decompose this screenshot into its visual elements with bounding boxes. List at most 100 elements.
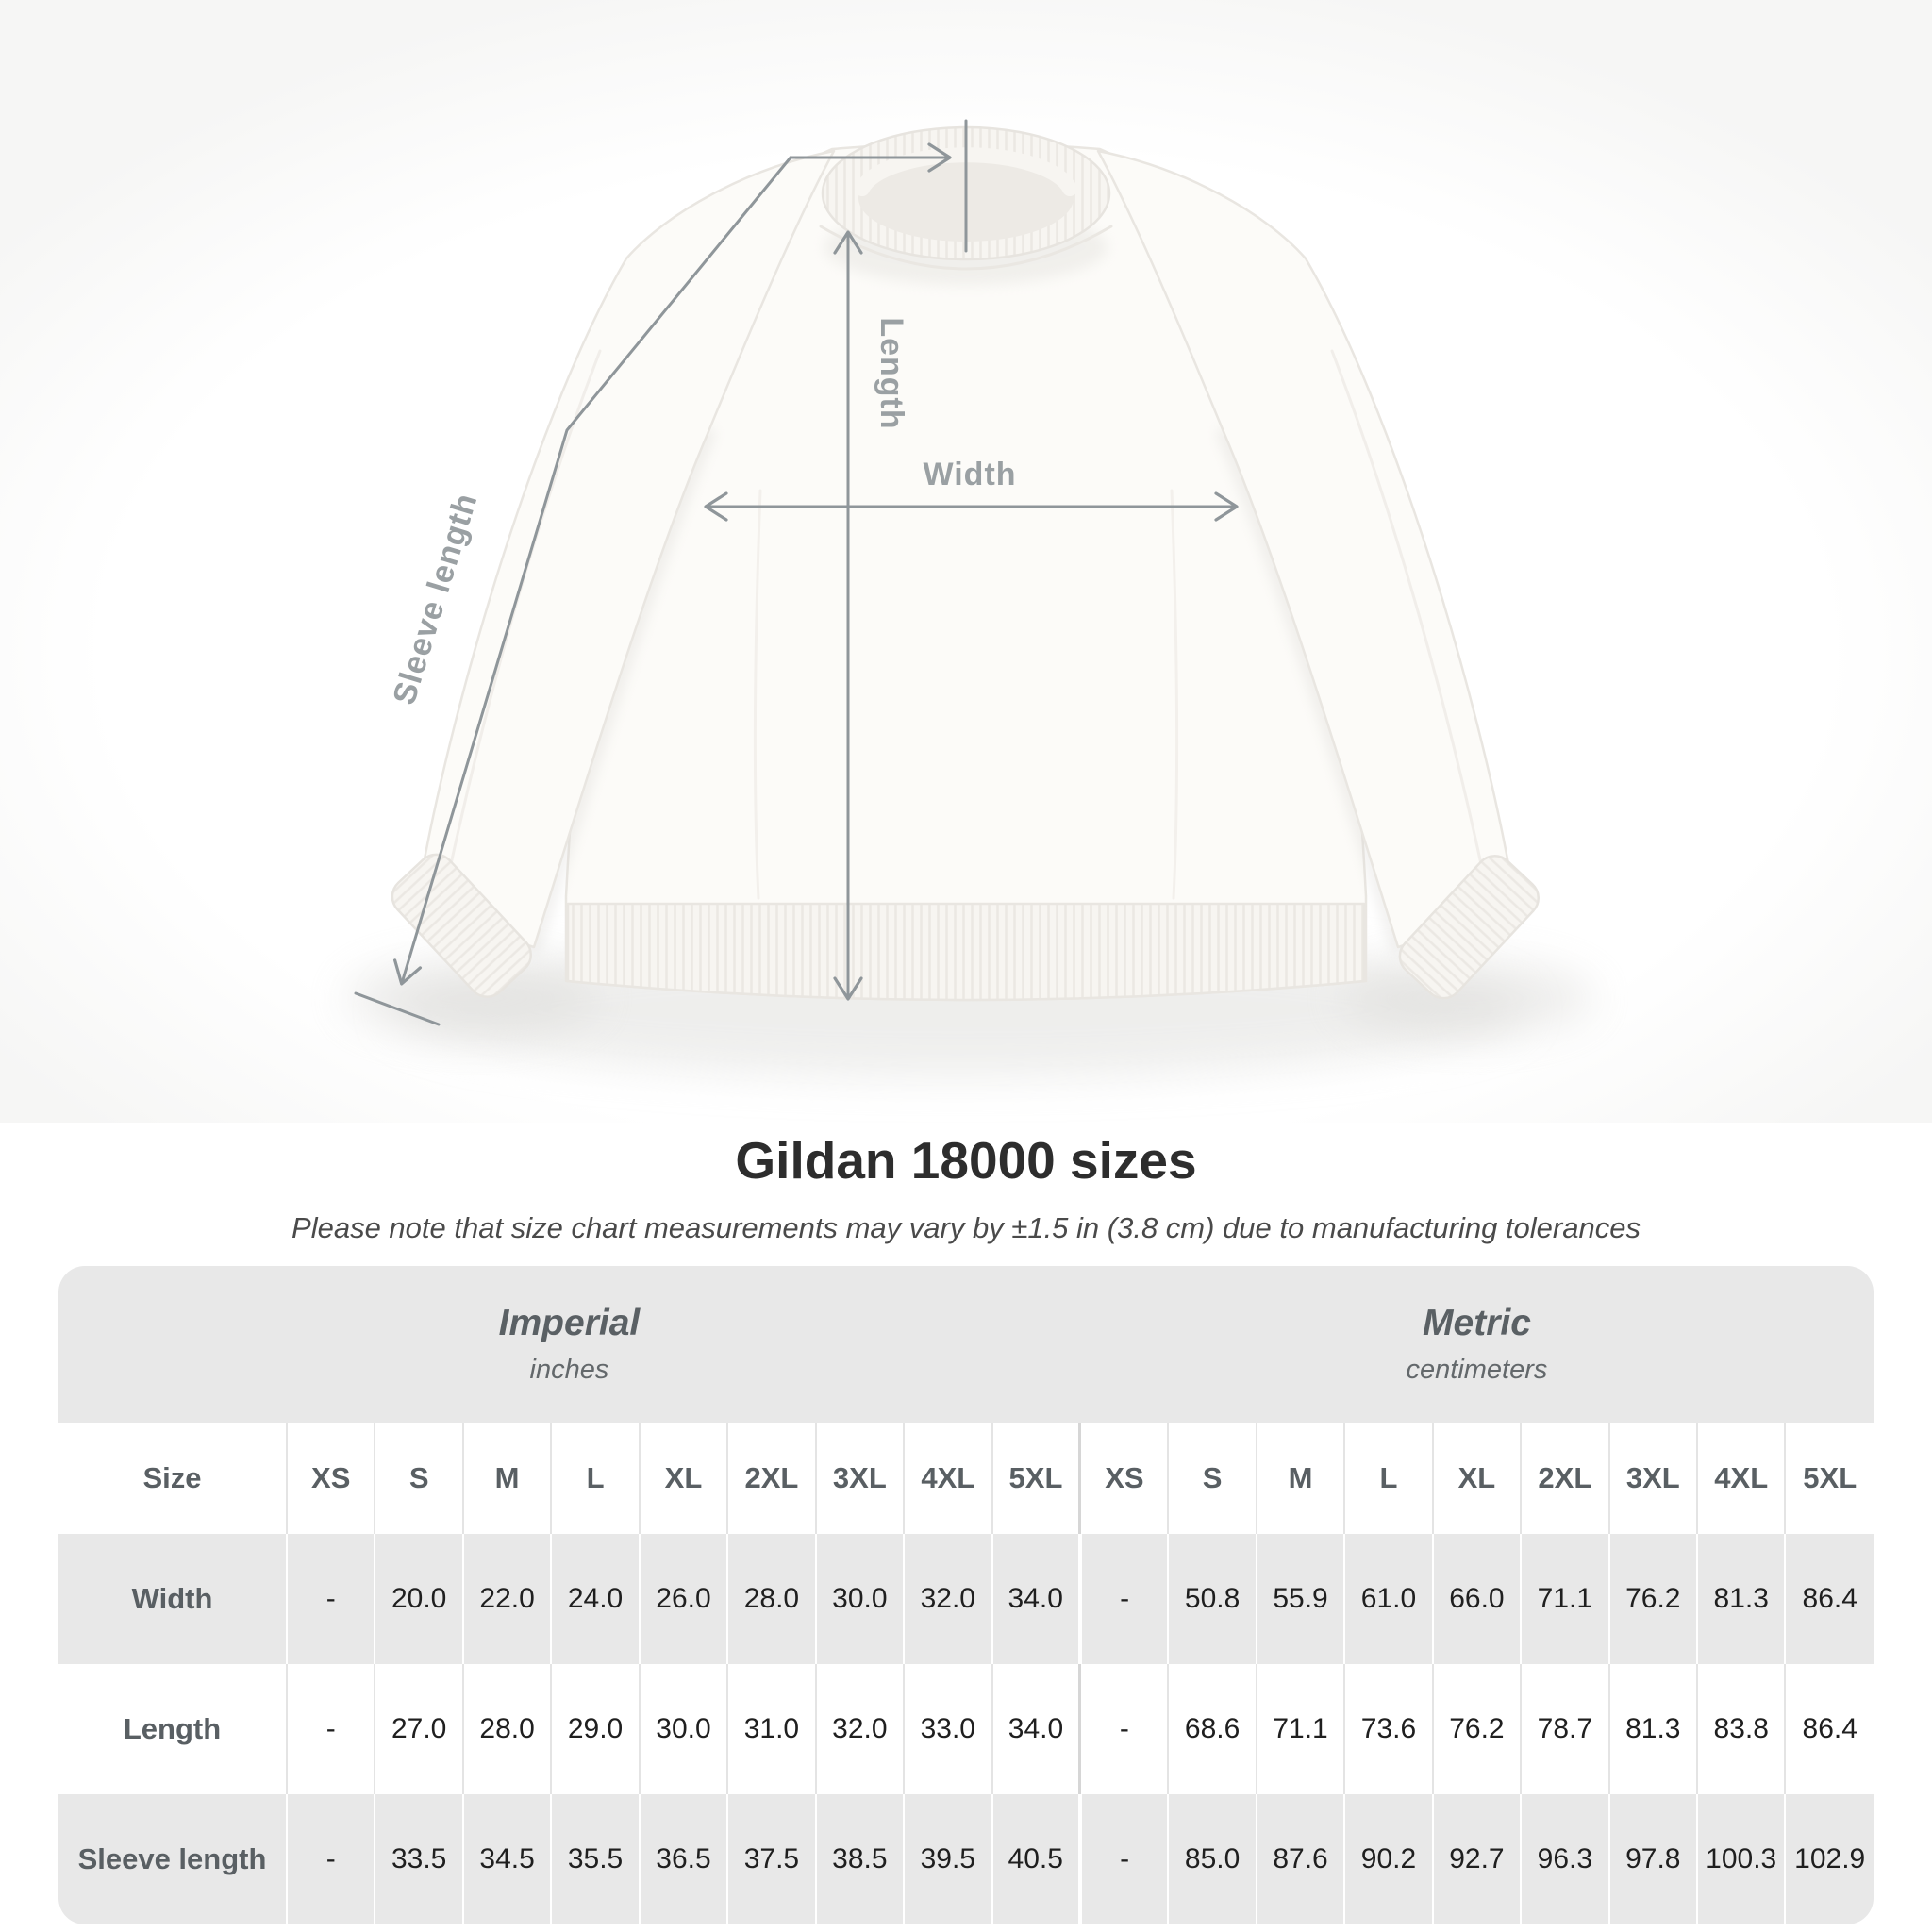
cell-metric: 92.7 (1431, 1794, 1522, 1924)
size-table-container: Imperial inches Metric centimeters Size XS S M L… (58, 1266, 1874, 1924)
cell-metric: - (1077, 1534, 1169, 1664)
cell-metric: 73.6 (1343, 1664, 1433, 1794)
cell-imperial: 28.0 (461, 1664, 552, 1794)
size-header-metric-2xl: 2XL (1520, 1423, 1609, 1534)
cell-metric: 76.2 (1431, 1664, 1522, 1794)
cell-metric: - (1077, 1794, 1169, 1924)
cell-imperial: 33.5 (374, 1794, 463, 1924)
measurement-row: Sleeve length -33.5 34.5 35.5 36.5 37.5 38.5 39… (58, 1794, 1874, 1924)
cell-metric: 96.3 (1520, 1794, 1609, 1924)
sweatshirt-illustration (391, 125, 1540, 1002)
size-header-imperial-xl: XL (638, 1423, 728, 1534)
cell-imperial: 34.0 (991, 1534, 1080, 1664)
cell-imperial: 34.5 (461, 1794, 552, 1924)
cell-metric: 85.0 (1167, 1794, 1257, 1924)
measurement-annotations (354, 119, 1239, 1026)
cell-metric: 50.8 (1167, 1534, 1257, 1664)
cell-metric: 81.3 (1695, 1534, 1786, 1664)
unit-sublabel-metric: centimeters (1406, 1354, 1548, 1385)
size-header-imperial-4xl: 4XL (903, 1423, 992, 1534)
size-header-imperial-2xl: 2XL (726, 1423, 816, 1534)
size-header-imperial-5xl: 5XL (991, 1423, 1080, 1534)
cell-metric: 61.0 (1343, 1534, 1433, 1664)
cell-metric: 68.6 (1167, 1664, 1257, 1794)
size-header-metric-m: M (1255, 1423, 1345, 1534)
size-header-row: Size XS S M L XL 2XL 3XL 4XL 5XL XS S M L XL 2XL 3XL 4XL 5… (58, 1423, 1874, 1534)
cell-imperial: 38.5 (814, 1794, 905, 1924)
cell-imperial: 36.5 (638, 1794, 728, 1924)
unit-label-metric: Metric (1423, 1303, 1531, 1344)
cell-metric: 90.2 (1343, 1794, 1433, 1924)
size-header-metric-xs: XS (1078, 1423, 1169, 1534)
unit-label-imperial: Imperial (498, 1303, 641, 1344)
cell-metric: 66.0 (1431, 1534, 1522, 1664)
size-header-imperial-l: L (550, 1423, 640, 1534)
row-label: Length (58, 1664, 287, 1794)
cell-imperial: 35.5 (550, 1794, 640, 1924)
cell-imperial: 32.0 (814, 1664, 905, 1794)
cell-metric: 97.8 (1607, 1794, 1697, 1924)
cell-imperial: 30.0 (814, 1534, 905, 1664)
cell-metric: 71.1 (1520, 1534, 1609, 1664)
size-header-metric-xl: XL (1431, 1423, 1522, 1534)
unit-band-row: Imperial inches Metric centimeters (58, 1266, 1874, 1423)
cell-imperial: 29.0 (550, 1664, 640, 1794)
cell-metric: - (1078, 1664, 1169, 1794)
cell-imperial: 34.0 (991, 1664, 1080, 1794)
cell-metric: 78.7 (1520, 1664, 1609, 1794)
cell-metric: 86.4 (1784, 1664, 1874, 1794)
cell-metric: 55.9 (1255, 1534, 1345, 1664)
size-header-metric-l: L (1343, 1423, 1433, 1534)
size-header-metric-4xl: 4XL (1695, 1423, 1786, 1534)
size-header-metric-s: S (1167, 1423, 1257, 1534)
page-title: Gildan 18000 sizes (735, 1131, 1197, 1190)
cell-imperial: 22.0 (461, 1534, 552, 1664)
cell-metric: 102.9 (1784, 1794, 1874, 1924)
cell-imperial: 24.0 (550, 1534, 640, 1664)
left-cuff (391, 853, 532, 998)
size-header-metric-5xl: 5XL (1784, 1423, 1874, 1534)
width-label: Width (923, 457, 1016, 492)
measurement-row: Length -27.0 28.0 29.0 30.0 31.0 32.0 33.0 34.0-… (58, 1664, 1874, 1794)
sweatshirt-diagram-svg: Length Width Sleeve length (0, 0, 1932, 1123)
cell-metric: 81.3 (1607, 1664, 1697, 1794)
cuff-tick (354, 991, 441, 1026)
cell-imperial: 32.0 (903, 1534, 992, 1664)
cell-metric: 71.1 (1255, 1664, 1345, 1794)
size-header-metric-3xl: 3XL (1607, 1423, 1697, 1534)
row-label: Width (58, 1534, 287, 1664)
cell-metric: 86.4 (1784, 1534, 1874, 1664)
cell-metric: 87.6 (1255, 1794, 1345, 1924)
cell-imperial: 30.0 (638, 1664, 728, 1794)
sleeve-length-arrow (354, 119, 968, 1026)
cell-imperial: 37.5 (726, 1794, 816, 1924)
hem-band (566, 902, 1366, 1002)
right-cuff (1398, 855, 1540, 1000)
size-table: Imperial inches Metric centimeters Size XS S M L… (58, 1266, 1874, 1924)
length-label: Length (874, 317, 909, 429)
page-subtitle: Please note that size chart measurements… (291, 1211, 1641, 1244)
cell-imperial: - (285, 1664, 375, 1794)
cell-metric: 83.8 (1695, 1664, 1786, 1794)
cell-imperial: 39.5 (903, 1794, 992, 1924)
size-header-imperial-xs: XS (285, 1423, 375, 1534)
cell-metric: 100.3 (1695, 1794, 1786, 1924)
unit-sublabel-imperial: inches (529, 1354, 609, 1385)
unit-band-imperial: Imperial inches (58, 1266, 1080, 1423)
size-diagram: Length Width Sleeve length (0, 0, 1932, 1123)
size-column-header: Size (58, 1423, 287, 1534)
cell-imperial: 31.0 (726, 1664, 816, 1794)
measurement-row: Width -20.0 22.0 24.0 26.0 28.0 30.0 32.0 34.0-5… (58, 1534, 1874, 1664)
cell-imperial: - (285, 1534, 375, 1664)
cell-imperial: 40.5 (991, 1794, 1080, 1924)
size-header-imperial-3xl: 3XL (814, 1423, 905, 1534)
cell-imperial: 33.0 (903, 1664, 992, 1794)
cell-imperial: 20.0 (374, 1534, 463, 1664)
cell-metric: 76.2 (1607, 1534, 1697, 1664)
unit-band-metric: Metric centimeters (1079, 1266, 1874, 1423)
cell-imperial: 26.0 (638, 1534, 728, 1664)
size-header-imperial-m: M (461, 1423, 552, 1534)
cell-imperial: - (285, 1794, 375, 1924)
row-label: Sleeve length (58, 1794, 287, 1924)
